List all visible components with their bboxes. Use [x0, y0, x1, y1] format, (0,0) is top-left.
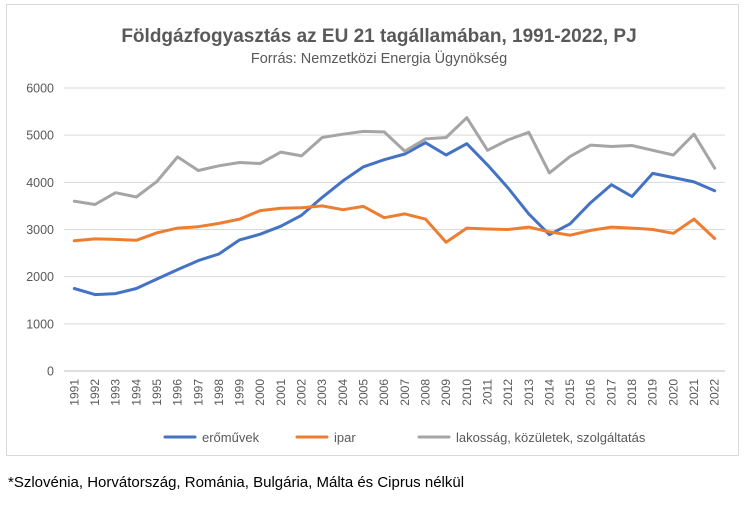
x-tick-label: 1991 [67, 379, 81, 406]
chart-frame: Földgázfogyasztás az EU 21 tagállamában,… [6, 4, 739, 456]
x-tick-label: 2017 [604, 379, 618, 406]
x-tick-label: 1998 [212, 379, 226, 406]
chart-svg: Földgázfogyasztás az EU 21 tagállamában,… [26, 26, 725, 445]
chart-subtitle: Forrás: Nemzetközi Energia Ügynökség [251, 49, 507, 67]
x-tick-label: 1999 [233, 379, 247, 406]
y-tick-label: 6000 [26, 82, 54, 96]
series-layer [72, 116, 717, 297]
x-tick-label: 2006 [377, 379, 391, 406]
chart-title: Földgázfogyasztás az EU 21 tagállamában,… [121, 26, 636, 47]
x-tick-label: 1997 [191, 379, 205, 406]
x-tick-label: 2019 [646, 379, 660, 406]
x-tick-label: 2007 [398, 379, 412, 406]
x-tick-label: 2020 [666, 379, 680, 406]
x-tick-label: 1996 [171, 379, 185, 406]
x-tick-label: 1995 [150, 379, 164, 406]
x-tick-label: 2011 [480, 379, 494, 405]
x-tick-label: 1992 [88, 379, 102, 406]
y-tick-label: 5000 [26, 129, 54, 143]
x-tick-label: 2001 [274, 379, 288, 406]
x-tick-label: 2003 [315, 379, 329, 406]
x-tick-label: 2005 [357, 379, 371, 406]
x-tick-label: 2022 [708, 379, 722, 406]
series-line-1 [72, 141, 717, 297]
x-tick-label: 2014 [542, 379, 556, 406]
x-tick-label: 2013 [522, 379, 536, 406]
series-line-2 [72, 204, 717, 244]
legend: erőművek ipar lakosság, közületek, szolgál… [163, 430, 646, 445]
x-tick-label: 2021 [687, 379, 701, 406]
y-tick-label: 1000 [26, 317, 54, 331]
x-tick-label: 2002 [295, 379, 309, 406]
y-tick-label: 0 [47, 365, 54, 379]
legend-label-1: erőművek [202, 430, 260, 445]
x-tick-label: 2010 [460, 379, 474, 406]
x-tick-label: 2016 [584, 379, 598, 406]
x-tick-label: 2000 [253, 379, 267, 406]
x-axis: 1991 1992 1993 1994 1995 1996 1997 1998 1999 2000… [67, 379, 721, 406]
x-tick-label: 2008 [418, 379, 432, 406]
x-tick-label: 1993 [109, 379, 123, 406]
x-tick-label: 2009 [439, 379, 453, 406]
y-tick-label: 4000 [26, 176, 54, 190]
footnote: *Szlovénia, Horvátország, Románia, Bulgá… [8, 474, 465, 491]
y-axis: 0 1000 2000 3000 4000 5000 6000 [26, 82, 54, 379]
legend-label-2: ipar [334, 430, 356, 445]
x-tick-label: 2012 [501, 379, 515, 406]
y-tick-label: 2000 [26, 270, 54, 284]
y-tick-label: 3000 [26, 223, 54, 237]
x-tick-label: 1994 [129, 379, 143, 406]
series-line-3 [72, 116, 717, 206]
x-tick-label: 2015 [563, 379, 577, 406]
x-tick-label: 2018 [625, 379, 639, 406]
x-tick-label: 2004 [336, 379, 350, 406]
legend-label-3: lakosság, közületek, szolgáltatás [456, 430, 646, 445]
grid-layer [64, 87, 725, 372]
